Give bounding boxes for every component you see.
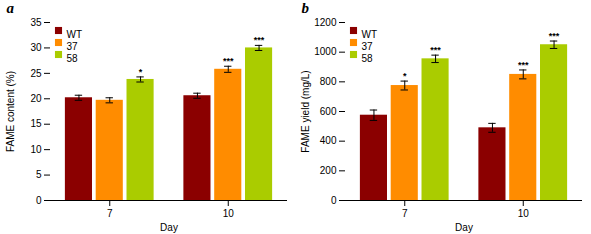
svg-text:1000: 1000	[314, 46, 337, 57]
svg-text:FAME content (%): FAME content (%)	[5, 71, 16, 152]
svg-text:***: ***	[223, 56, 234, 66]
svg-text:20: 20	[30, 93, 42, 104]
svg-text:37: 37	[67, 41, 79, 52]
svg-text:Day: Day	[455, 222, 473, 233]
svg-text:600: 600	[320, 106, 337, 117]
svg-text:WT: WT	[362, 29, 378, 40]
svg-text:Day: Day	[160, 222, 178, 233]
svg-text:***: ***	[549, 31, 560, 41]
svg-text:25: 25	[30, 68, 42, 79]
svg-text:0: 0	[331, 195, 337, 206]
svg-text:7: 7	[402, 208, 408, 219]
svg-text:5: 5	[36, 169, 42, 180]
svg-text:*: *	[403, 71, 407, 81]
svg-text:***: ***	[430, 45, 441, 55]
svg-text:FAME yield (mg/L): FAME yield (mg/L)	[300, 70, 311, 152]
svg-text:10: 10	[30, 144, 42, 155]
svg-text:15: 15	[30, 118, 42, 129]
svg-text:0: 0	[36, 195, 42, 206]
svg-text:35: 35	[30, 17, 42, 28]
svg-text:800: 800	[320, 76, 337, 87]
svg-text:WT: WT	[67, 29, 83, 40]
svg-text:30: 30	[30, 42, 42, 53]
svg-text:200: 200	[320, 165, 337, 176]
svg-text:a: a	[7, 0, 15, 16]
svg-text:***: ***	[518, 60, 529, 70]
svg-text:58: 58	[362, 53, 374, 64]
svg-text:*: *	[139, 67, 143, 77]
svg-text:b: b	[302, 0, 310, 16]
svg-text:7: 7	[107, 208, 113, 219]
svg-text:400: 400	[320, 135, 337, 146]
svg-text:37: 37	[362, 41, 374, 52]
svg-text:58: 58	[67, 53, 79, 64]
svg-text:1200: 1200	[314, 17, 337, 28]
svg-text:***: ***	[254, 35, 265, 45]
svg-text:10: 10	[518, 208, 530, 219]
svg-text:10: 10	[223, 208, 235, 219]
